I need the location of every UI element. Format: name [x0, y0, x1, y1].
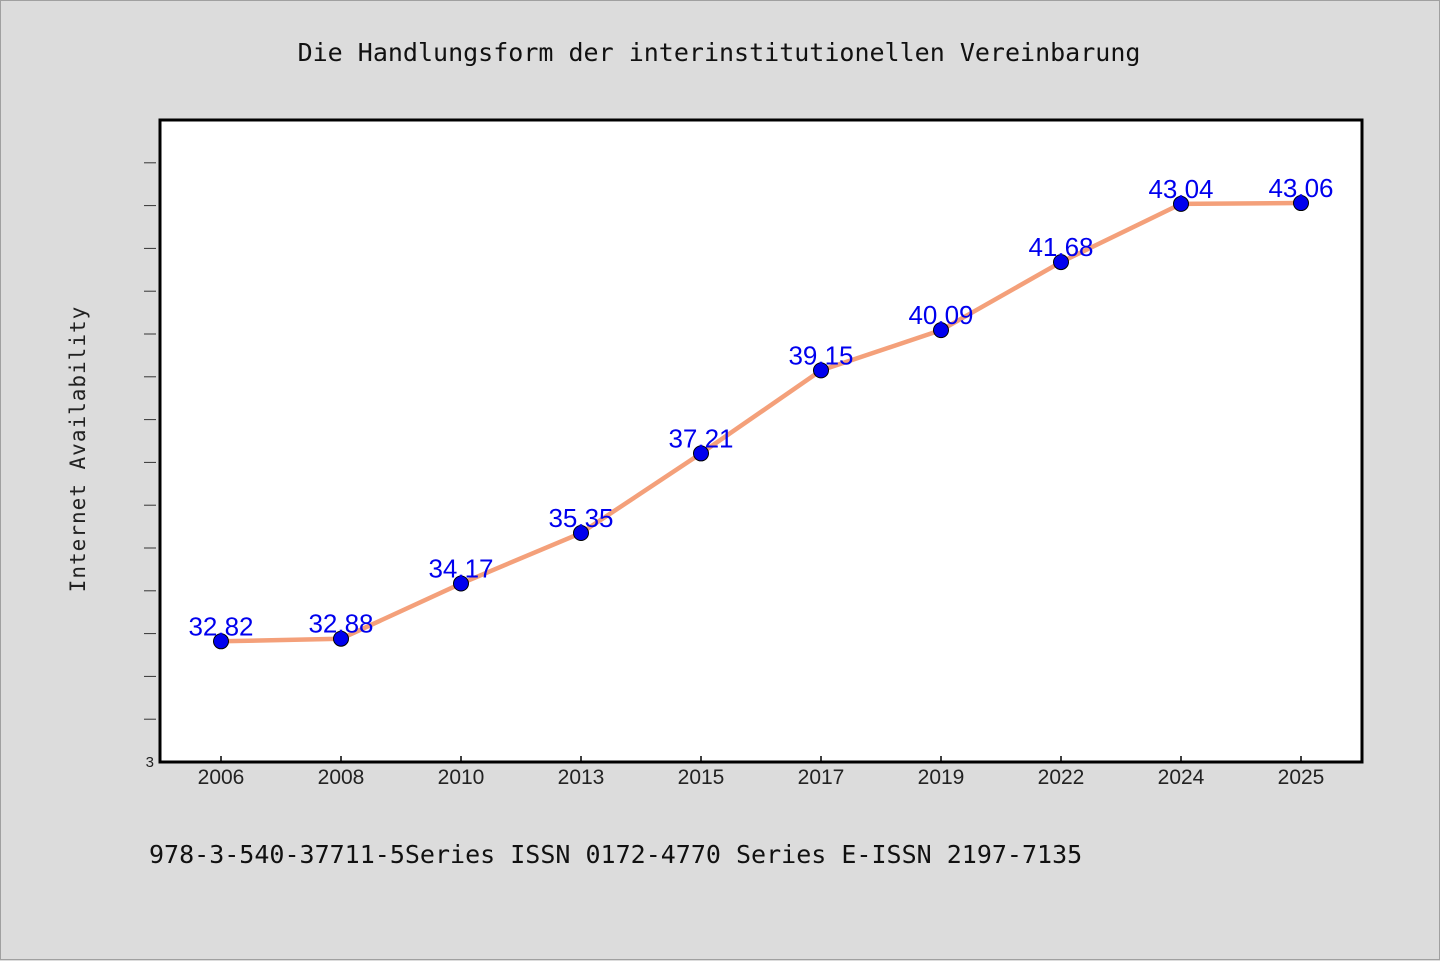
data-label: 34.17	[428, 554, 493, 584]
data-point	[453, 575, 469, 592]
data-point	[933, 322, 949, 339]
data-point	[1293, 195, 1309, 212]
data-label: 35.35	[548, 503, 613, 533]
x-tick-label: 2025	[1278, 766, 1325, 789]
x-tick-label: 2015	[678, 766, 725, 789]
data-label: 41.68	[1028, 232, 1093, 262]
x-tick-label: 2010	[438, 766, 485, 789]
data-point	[1173, 195, 1189, 212]
data-label: 32.88	[308, 609, 373, 639]
x-tick-label: 2024	[1158, 766, 1205, 789]
y-axis-label: Internet Availability	[66, 306, 90, 593]
x-tick-label: 2013	[558, 766, 605, 789]
data-point	[333, 630, 349, 647]
x-tick-label: 2017	[798, 766, 845, 789]
data-label: 43.06	[1268, 173, 1333, 203]
data-point	[693, 445, 709, 462]
x-tick-label: 2006	[198, 766, 245, 789]
data-point	[813, 362, 829, 379]
data-point	[1053, 254, 1069, 271]
data-label: 40.09	[908, 300, 973, 330]
plot-area	[158, 118, 1364, 764]
y-tick-label: 3	[146, 754, 154, 771]
y-axis-ticks	[144, 162, 156, 720]
data-label: 32.82	[188, 611, 253, 641]
footer-isbn-text: 978-3-540-37711-5Series ISSN 0172-4770 S…	[149, 840, 1082, 869]
x-tick-label: 2008	[318, 766, 365, 789]
data-label: 39.15	[788, 340, 853, 370]
series-layer: 32.82 32.88 34.17 35.35 37.21 39.15 40.09 41.68…	[188, 173, 1334, 650]
x-tick-label: 2022	[1038, 766, 1085, 789]
data-label: 37.21	[668, 423, 733, 453]
x-tick-label: 2019	[918, 766, 965, 789]
chart-title: Die Handlungsform der interinstitutionel…	[298, 38, 1141, 67]
data-label: 43.04	[1148, 174, 1213, 204]
series-line	[218, 200, 1304, 644]
data-point	[213, 633, 229, 650]
data-point	[573, 525, 589, 542]
x-axis: 2006 2008 2010 2013 2015 2017 2019 2022 2024 2025	[198, 756, 1325, 789]
